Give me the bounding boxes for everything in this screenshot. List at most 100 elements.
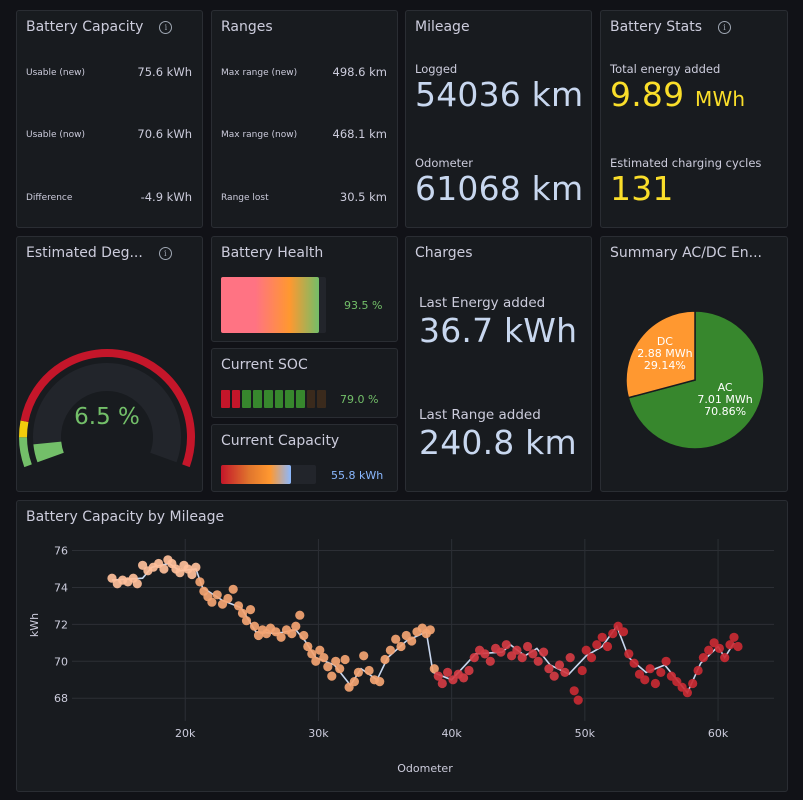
current-capacity-title: Current Capacity xyxy=(221,433,340,449)
pie-slice-dc[interactable] xyxy=(625,310,696,399)
capacity-point[interactable] xyxy=(565,653,575,663)
capacity-point[interactable] xyxy=(391,634,401,644)
capacity-point[interactable] xyxy=(704,645,714,655)
usable-now-value: 70.6 kWh xyxy=(137,127,192,141)
capacity-point[interactable] xyxy=(573,695,583,705)
capacity-point[interactable] xyxy=(241,616,252,626)
capacity-point[interactable] xyxy=(554,660,565,670)
capacity-point[interactable] xyxy=(319,653,329,663)
capacity-point[interactable] xyxy=(586,653,597,663)
capacity-point[interactable] xyxy=(618,627,629,637)
capacity-point[interactable] xyxy=(592,640,602,650)
capacity-point[interactable] xyxy=(539,647,549,657)
capacity-point[interactable] xyxy=(560,667,570,677)
capacity-point[interactable] xyxy=(714,643,725,653)
capacity-point[interactable] xyxy=(581,645,591,655)
capacity-point[interactable] xyxy=(237,608,248,618)
capacity-point[interactable] xyxy=(228,584,238,594)
capacity-point[interactable] xyxy=(315,645,325,655)
capacity-point[interactable] xyxy=(645,664,655,674)
capacity-point[interactable] xyxy=(223,593,233,604)
capacity-point[interactable] xyxy=(480,649,490,659)
capacity-point[interactable] xyxy=(549,671,559,681)
charges-panel: Charges Last Energy added 36.7 kWh Last … xyxy=(405,236,592,492)
x-tick-label: 50k xyxy=(575,727,596,740)
capacity-point[interactable] xyxy=(533,656,543,666)
capacity-point[interactable] xyxy=(375,677,385,687)
capacity-point[interactable] xyxy=(523,641,533,652)
capacity-point[interactable] xyxy=(335,664,345,674)
capacity-point[interactable] xyxy=(407,636,417,646)
capacity-point[interactable] xyxy=(469,653,479,663)
capacity-point[interactable] xyxy=(512,645,522,655)
capacity-point[interactable] xyxy=(195,577,205,587)
capacity-point[interactable] xyxy=(661,656,671,666)
capacity-point[interactable] xyxy=(353,667,363,677)
capacity-point[interactable] xyxy=(720,653,730,663)
capacity-point[interactable] xyxy=(443,667,453,677)
capacity-point[interactable] xyxy=(191,562,201,572)
capacity-point[interactable] xyxy=(459,673,469,683)
capacity-point[interactable] xyxy=(287,629,297,639)
capacity-point[interactable] xyxy=(433,671,443,681)
capacity-point[interactable] xyxy=(364,665,374,676)
capacity-point[interactable] xyxy=(429,664,439,674)
capacity-point[interactable] xyxy=(485,656,495,666)
mileage-title: Mileage xyxy=(415,19,470,35)
capacity-point[interactable] xyxy=(569,686,579,696)
capacity-point[interactable] xyxy=(175,568,185,578)
capacity-point[interactable] xyxy=(733,641,743,652)
capacity-point[interactable] xyxy=(291,621,301,631)
capacity-point[interactable] xyxy=(331,656,341,666)
capacity-point[interactable] xyxy=(349,677,359,687)
capacity-point[interactable] xyxy=(693,665,703,676)
capacity-point[interactable] xyxy=(640,675,650,685)
capacity-point[interactable] xyxy=(725,640,735,650)
capacity-point[interactable] xyxy=(729,632,739,642)
capacity-point[interactable] xyxy=(624,649,634,659)
capacity-point[interactable] xyxy=(276,632,286,642)
capacity-point[interactable] xyxy=(132,579,142,589)
capacity-point[interactable] xyxy=(249,621,260,631)
capacity-point[interactable] xyxy=(207,597,217,607)
capacity-point[interactable] xyxy=(359,651,369,661)
info-icon[interactable]: i xyxy=(159,21,173,34)
capacity-point[interactable] xyxy=(682,688,693,698)
info-icon[interactable]: i xyxy=(718,21,732,34)
capacity-point[interactable] xyxy=(245,605,256,615)
capacity-point[interactable] xyxy=(577,665,587,676)
capacity-point[interactable] xyxy=(629,658,639,668)
capacity-point[interactable] xyxy=(650,678,661,689)
capacity-point[interactable] xyxy=(380,654,390,665)
capacity-point[interactable] xyxy=(437,678,447,689)
capacity-point[interactable] xyxy=(396,641,406,652)
capacity-point[interactable] xyxy=(307,649,317,659)
capacity-point[interactable] xyxy=(698,653,709,663)
capacity-point[interactable] xyxy=(159,564,169,574)
capacity-point[interactable] xyxy=(295,610,305,620)
capacity-point[interactable] xyxy=(656,667,666,677)
capacity-point[interactable] xyxy=(496,647,506,657)
capacity-point[interactable] xyxy=(688,678,698,689)
capacity-point[interactable] xyxy=(311,656,321,666)
capacity-point[interactable] xyxy=(299,630,309,641)
capacity-point[interactable] xyxy=(212,590,222,600)
capacity-point[interactable] xyxy=(528,649,538,659)
capacity-point[interactable] xyxy=(303,641,313,652)
capacity-point[interactable] xyxy=(517,653,527,663)
capacity-point[interactable] xyxy=(501,640,511,650)
capacity-point[interactable] xyxy=(544,664,554,674)
capacity-point[interactable] xyxy=(464,665,474,676)
capacity-point[interactable] xyxy=(425,625,435,635)
info-icon[interactable]: i xyxy=(158,247,172,260)
capacity-point[interactable] xyxy=(327,671,337,681)
capacity-point[interactable] xyxy=(187,569,197,580)
capacity-point[interactable] xyxy=(340,654,350,665)
capacity-point[interactable] xyxy=(233,601,244,611)
capacity-point[interactable] xyxy=(597,632,607,642)
capacity-point[interactable] xyxy=(385,645,395,655)
capacity-point[interactable] xyxy=(323,662,333,672)
pie-slice-ac[interactable] xyxy=(627,310,765,450)
capacity-point[interactable] xyxy=(608,629,618,639)
capacity-point[interactable] xyxy=(602,641,613,652)
